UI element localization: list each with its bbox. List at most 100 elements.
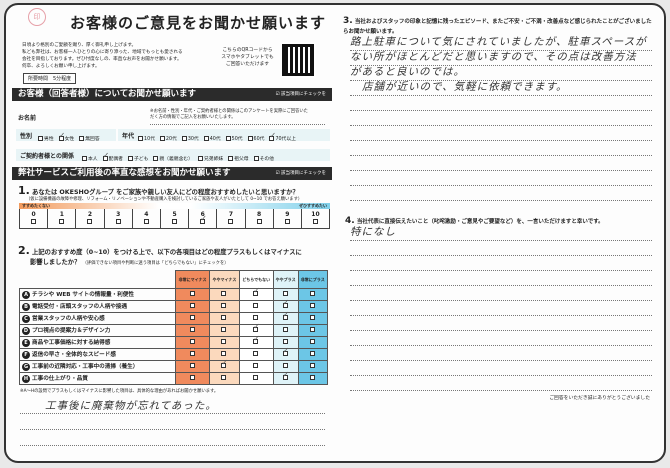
checkbox[interactable] bbox=[312, 219, 318, 224]
age-option[interactable]: 20代 bbox=[159, 135, 177, 142]
checkbox[interactable] bbox=[282, 339, 288, 344]
checkbox[interactable] bbox=[221, 303, 227, 308]
checkbox[interactable] bbox=[189, 363, 195, 368]
checkbox[interactable] bbox=[189, 303, 195, 308]
relation-option[interactable]: 本人 bbox=[81, 155, 98, 162]
checkbox[interactable] bbox=[189, 339, 195, 344]
checkbox[interactable] bbox=[309, 315, 315, 320]
rating-cell[interactable] bbox=[272, 346, 299, 361]
rating-option[interactable]: 10 bbox=[302, 209, 329, 228]
relation-option[interactable]: 親（義親含む） bbox=[153, 155, 193, 162]
checkbox[interactable] bbox=[309, 363, 315, 368]
checkbox[interactable] bbox=[87, 219, 93, 224]
rating-option[interactable]: 2 bbox=[76, 209, 105, 228]
checkbox[interactable] bbox=[189, 291, 195, 296]
relation-option[interactable]: 子ども bbox=[127, 155, 148, 162]
rating-option[interactable]: 0 bbox=[20, 209, 49, 228]
rating-cell[interactable] bbox=[272, 288, 299, 301]
checkbox[interactable] bbox=[221, 339, 227, 344]
checkbox[interactable] bbox=[282, 291, 288, 296]
checkbox[interactable] bbox=[309, 291, 315, 296]
checkbox[interactable] bbox=[228, 219, 234, 224]
checkbox[interactable] bbox=[221, 358, 228, 368]
rating-cell[interactable] bbox=[174, 300, 211, 313]
rating-cell[interactable] bbox=[174, 312, 211, 325]
rating-cell[interactable] bbox=[209, 348, 240, 361]
checkbox[interactable] bbox=[200, 214, 207, 224]
checkbox[interactable] bbox=[225, 135, 231, 141]
checkbox[interactable] bbox=[269, 131, 276, 141]
rating-cell[interactable] bbox=[297, 288, 328, 301]
checkbox[interactable] bbox=[203, 135, 209, 141]
rating-cell[interactable] bbox=[174, 372, 211, 385]
rating-cell[interactable] bbox=[238, 334, 274, 349]
rating-option[interactable]: 6 bbox=[189, 209, 218, 228]
rating-cell[interactable] bbox=[297, 372, 328, 385]
rating-option[interactable]: 9 bbox=[274, 209, 302, 228]
checkbox[interactable] bbox=[253, 286, 260, 296]
name-field[interactable] bbox=[150, 124, 325, 125]
checkbox[interactable] bbox=[221, 291, 227, 296]
checkbox[interactable] bbox=[282, 363, 288, 368]
rating-cell[interactable] bbox=[174, 360, 211, 373]
rating-option[interactable]: 4 bbox=[133, 209, 161, 228]
q4-answer-area[interactable]: 特になし bbox=[350, 226, 652, 391]
rating-cell[interactable] bbox=[272, 370, 299, 385]
rating-cell[interactable] bbox=[238, 286, 274, 301]
checkbox[interactable] bbox=[309, 303, 315, 308]
checkbox[interactable] bbox=[282, 346, 289, 356]
checkbox[interactable] bbox=[189, 327, 195, 332]
checkbox[interactable] bbox=[197, 155, 203, 161]
rating-cell[interactable] bbox=[238, 348, 274, 361]
age-option[interactable]: 50代 bbox=[225, 135, 243, 142]
checkbox[interactable] bbox=[143, 219, 149, 224]
checkbox[interactable] bbox=[253, 351, 259, 356]
checkbox[interactable] bbox=[309, 351, 315, 356]
checkbox[interactable] bbox=[253, 303, 259, 308]
age-option[interactable]: 70代以上 bbox=[269, 131, 296, 142]
checkbox[interactable] bbox=[247, 135, 253, 141]
rating-cell[interactable] bbox=[174, 288, 211, 301]
checkbox[interactable] bbox=[253, 334, 260, 344]
rating-option[interactable]: 5 bbox=[161, 209, 190, 228]
checkbox[interactable] bbox=[138, 135, 144, 141]
rating-cell[interactable] bbox=[297, 312, 328, 325]
rating-cell[interactable] bbox=[238, 360, 274, 373]
checkbox[interactable] bbox=[58, 131, 65, 141]
rating-option[interactable]: 3 bbox=[105, 209, 133, 228]
checkbox[interactable] bbox=[221, 315, 227, 320]
rating-cell[interactable] bbox=[272, 324, 299, 337]
age-option[interactable]: 60代 bbox=[247, 135, 264, 142]
checkbox[interactable] bbox=[127, 155, 133, 161]
gender-option[interactable]: 女性 bbox=[58, 131, 74, 142]
rating-option[interactable]: 8 bbox=[246, 209, 274, 228]
rating-cell[interactable] bbox=[272, 360, 299, 373]
rating-cell[interactable] bbox=[272, 336, 299, 349]
checkbox[interactable] bbox=[253, 375, 259, 380]
rating-cell[interactable] bbox=[238, 372, 274, 385]
checkbox[interactable] bbox=[189, 351, 195, 356]
checkbox[interactable] bbox=[253, 322, 260, 332]
rating-cell[interactable] bbox=[209, 336, 240, 349]
age-option[interactable]: 40代 bbox=[203, 135, 221, 142]
checkbox[interactable] bbox=[282, 370, 289, 380]
rating-cell[interactable] bbox=[272, 298, 299, 313]
rating-cell[interactable] bbox=[297, 348, 328, 361]
checkbox[interactable] bbox=[115, 219, 121, 224]
checkbox[interactable] bbox=[59, 219, 65, 224]
checkbox[interactable] bbox=[221, 375, 227, 380]
rating-option[interactable]: 7 bbox=[217, 209, 246, 228]
checkbox[interactable] bbox=[282, 327, 288, 332]
rating-cell[interactable] bbox=[297, 336, 328, 349]
gender-option[interactable]: 男性 bbox=[38, 135, 54, 142]
checkbox[interactable] bbox=[253, 155, 259, 161]
checkbox[interactable] bbox=[102, 151, 109, 161]
rating-cell[interactable] bbox=[209, 288, 240, 301]
checkbox[interactable] bbox=[221, 327, 227, 332]
rating-cell[interactable] bbox=[297, 324, 328, 337]
rating-cell[interactable] bbox=[238, 300, 274, 313]
checkbox[interactable] bbox=[284, 219, 290, 224]
checkbox[interactable] bbox=[282, 298, 289, 308]
checkbox[interactable] bbox=[309, 375, 315, 380]
rating-cell[interactable] bbox=[174, 324, 211, 337]
